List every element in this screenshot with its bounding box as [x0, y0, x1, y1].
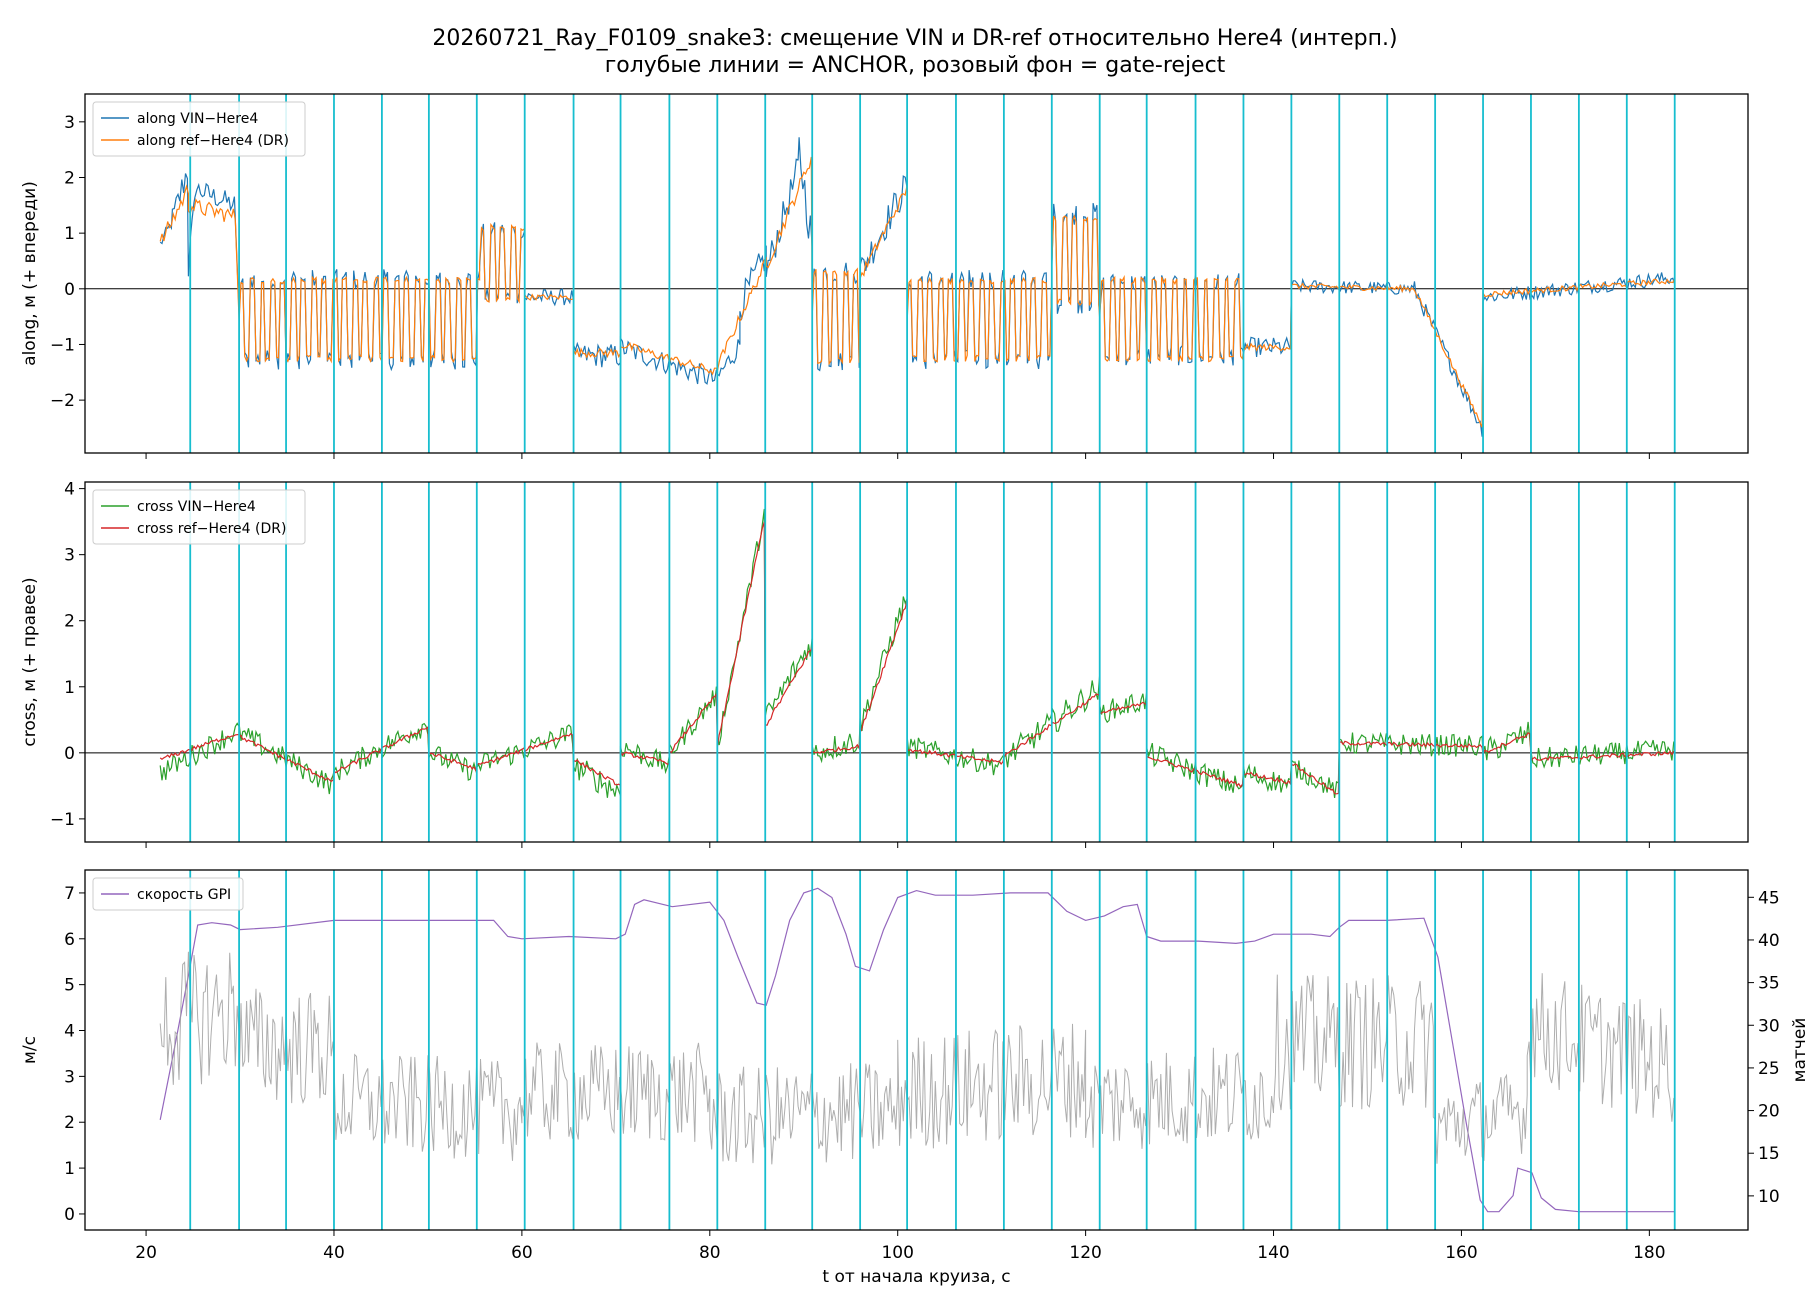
y2-tick-label: 10 [1758, 1187, 1780, 1207]
y2-axis-label: матчей [1790, 1018, 1810, 1083]
y-tick-label: 4 [64, 1022, 75, 1042]
x-tick-label: 20 [135, 1243, 157, 1263]
y-tick-label: 3 [64, 113, 75, 133]
y-tick-label: −1 [50, 335, 75, 355]
y-tick-label: 1 [64, 1159, 75, 1179]
legend-entry: скорость GPI [137, 887, 231, 903]
x-tick-label: 160 [1445, 1243, 1477, 1263]
legend-entry: cross ref−Here4 (DR) [137, 521, 286, 537]
x-tick-label: 80 [699, 1243, 721, 1263]
legend-box [92, 877, 244, 911]
y-tick-label: 1 [64, 678, 75, 698]
axes-frame [84, 869, 1749, 1231]
axes-frame [84, 481, 1749, 843]
y2-tick-label: 35 [1758, 974, 1780, 994]
y-tick-label: 0 [64, 280, 75, 300]
legend-entry: along ref−Here4 (DR) [137, 133, 289, 149]
y2-tick-label: 25 [1758, 1059, 1780, 1079]
y2-tick-label: 20 [1758, 1102, 1780, 1122]
series-line-cross-0 [159, 508, 1675, 798]
y-tick-label: 3 [64, 546, 75, 566]
x-tick-label: 60 [511, 1243, 533, 1263]
y-tick-label: 3 [64, 1067, 75, 1087]
y-tick-label: 6 [64, 930, 75, 950]
y-axis-label: cross, м (+ правее) [20, 577, 40, 746]
y-tick-label: 2 [64, 612, 75, 632]
y2-tick-label: 45 [1758, 888, 1780, 908]
y-tick-label: 7 [64, 884, 75, 904]
y2-tick-label: 30 [1758, 1016, 1780, 1036]
y2-tick-label: 15 [1758, 1144, 1780, 1164]
figure-title-line1: 20260721_Ray_F0109_snake3: смещение VIN … [432, 26, 1397, 51]
x-tick-label: 180 [1633, 1243, 1665, 1263]
y-tick-label: 2 [64, 168, 75, 188]
legend-speed: скорость GPI [92, 877, 244, 911]
y-tick-label: 0 [64, 744, 75, 764]
y-axis-label: м/с [20, 1036, 40, 1064]
y-tick-label: 0 [64, 1205, 75, 1225]
y-tick-label: −2 [50, 391, 75, 411]
y-axis-label: along, м (+ впереди) [20, 181, 40, 366]
y-tick-label: 2 [64, 1113, 75, 1133]
y-tick-label: 5 [64, 976, 75, 996]
y-tick-label: −1 [50, 810, 75, 830]
legend-entry: along VIN−Here4 [137, 111, 258, 127]
legend-entry: cross VIN−Here4 [137, 499, 256, 515]
series-line-speed-0 [159, 887, 1675, 1213]
y2-tick-label: 40 [1758, 931, 1780, 951]
legend-box [92, 101, 306, 157]
legend-along: along VIN−Here4 along ref−Here4 (DR) [92, 101, 306, 157]
series-line-speed-1 [159, 951, 1675, 1165]
x-axis-label: t от начала круиза, с [822, 1267, 1010, 1287]
x-tick-label: 120 [1069, 1243, 1101, 1263]
panel-cross: 4 3 2 1 0 −1 cross, м (+ правее) cross VIN−Here… [20, 480, 1749, 848]
legend-box [92, 489, 306, 545]
plot-area-speed [159, 870, 1676, 1230]
panel-along: 3 2 1 0 −1 −2 along, м (+ впереди) along VIN−He… [20, 93, 1749, 459]
y-tick-label: 4 [64, 480, 75, 500]
legend-cross: cross VIN−Here4 cross ref−Here4 (DR) [92, 489, 306, 545]
x-tick-label: 100 [881, 1243, 913, 1263]
series-line-along-1 [159, 156, 1676, 428]
x-tick-label: 140 [1257, 1243, 1289, 1263]
x-tick-label: 40 [323, 1243, 345, 1263]
series-line-cross-1 [159, 521, 1675, 795]
axes-frame [84, 93, 1749, 454]
figure-title-line2: голубые линии = ANCHOR, розовый фон = ga… [605, 53, 1226, 78]
y-tick-label: 1 [64, 224, 75, 244]
